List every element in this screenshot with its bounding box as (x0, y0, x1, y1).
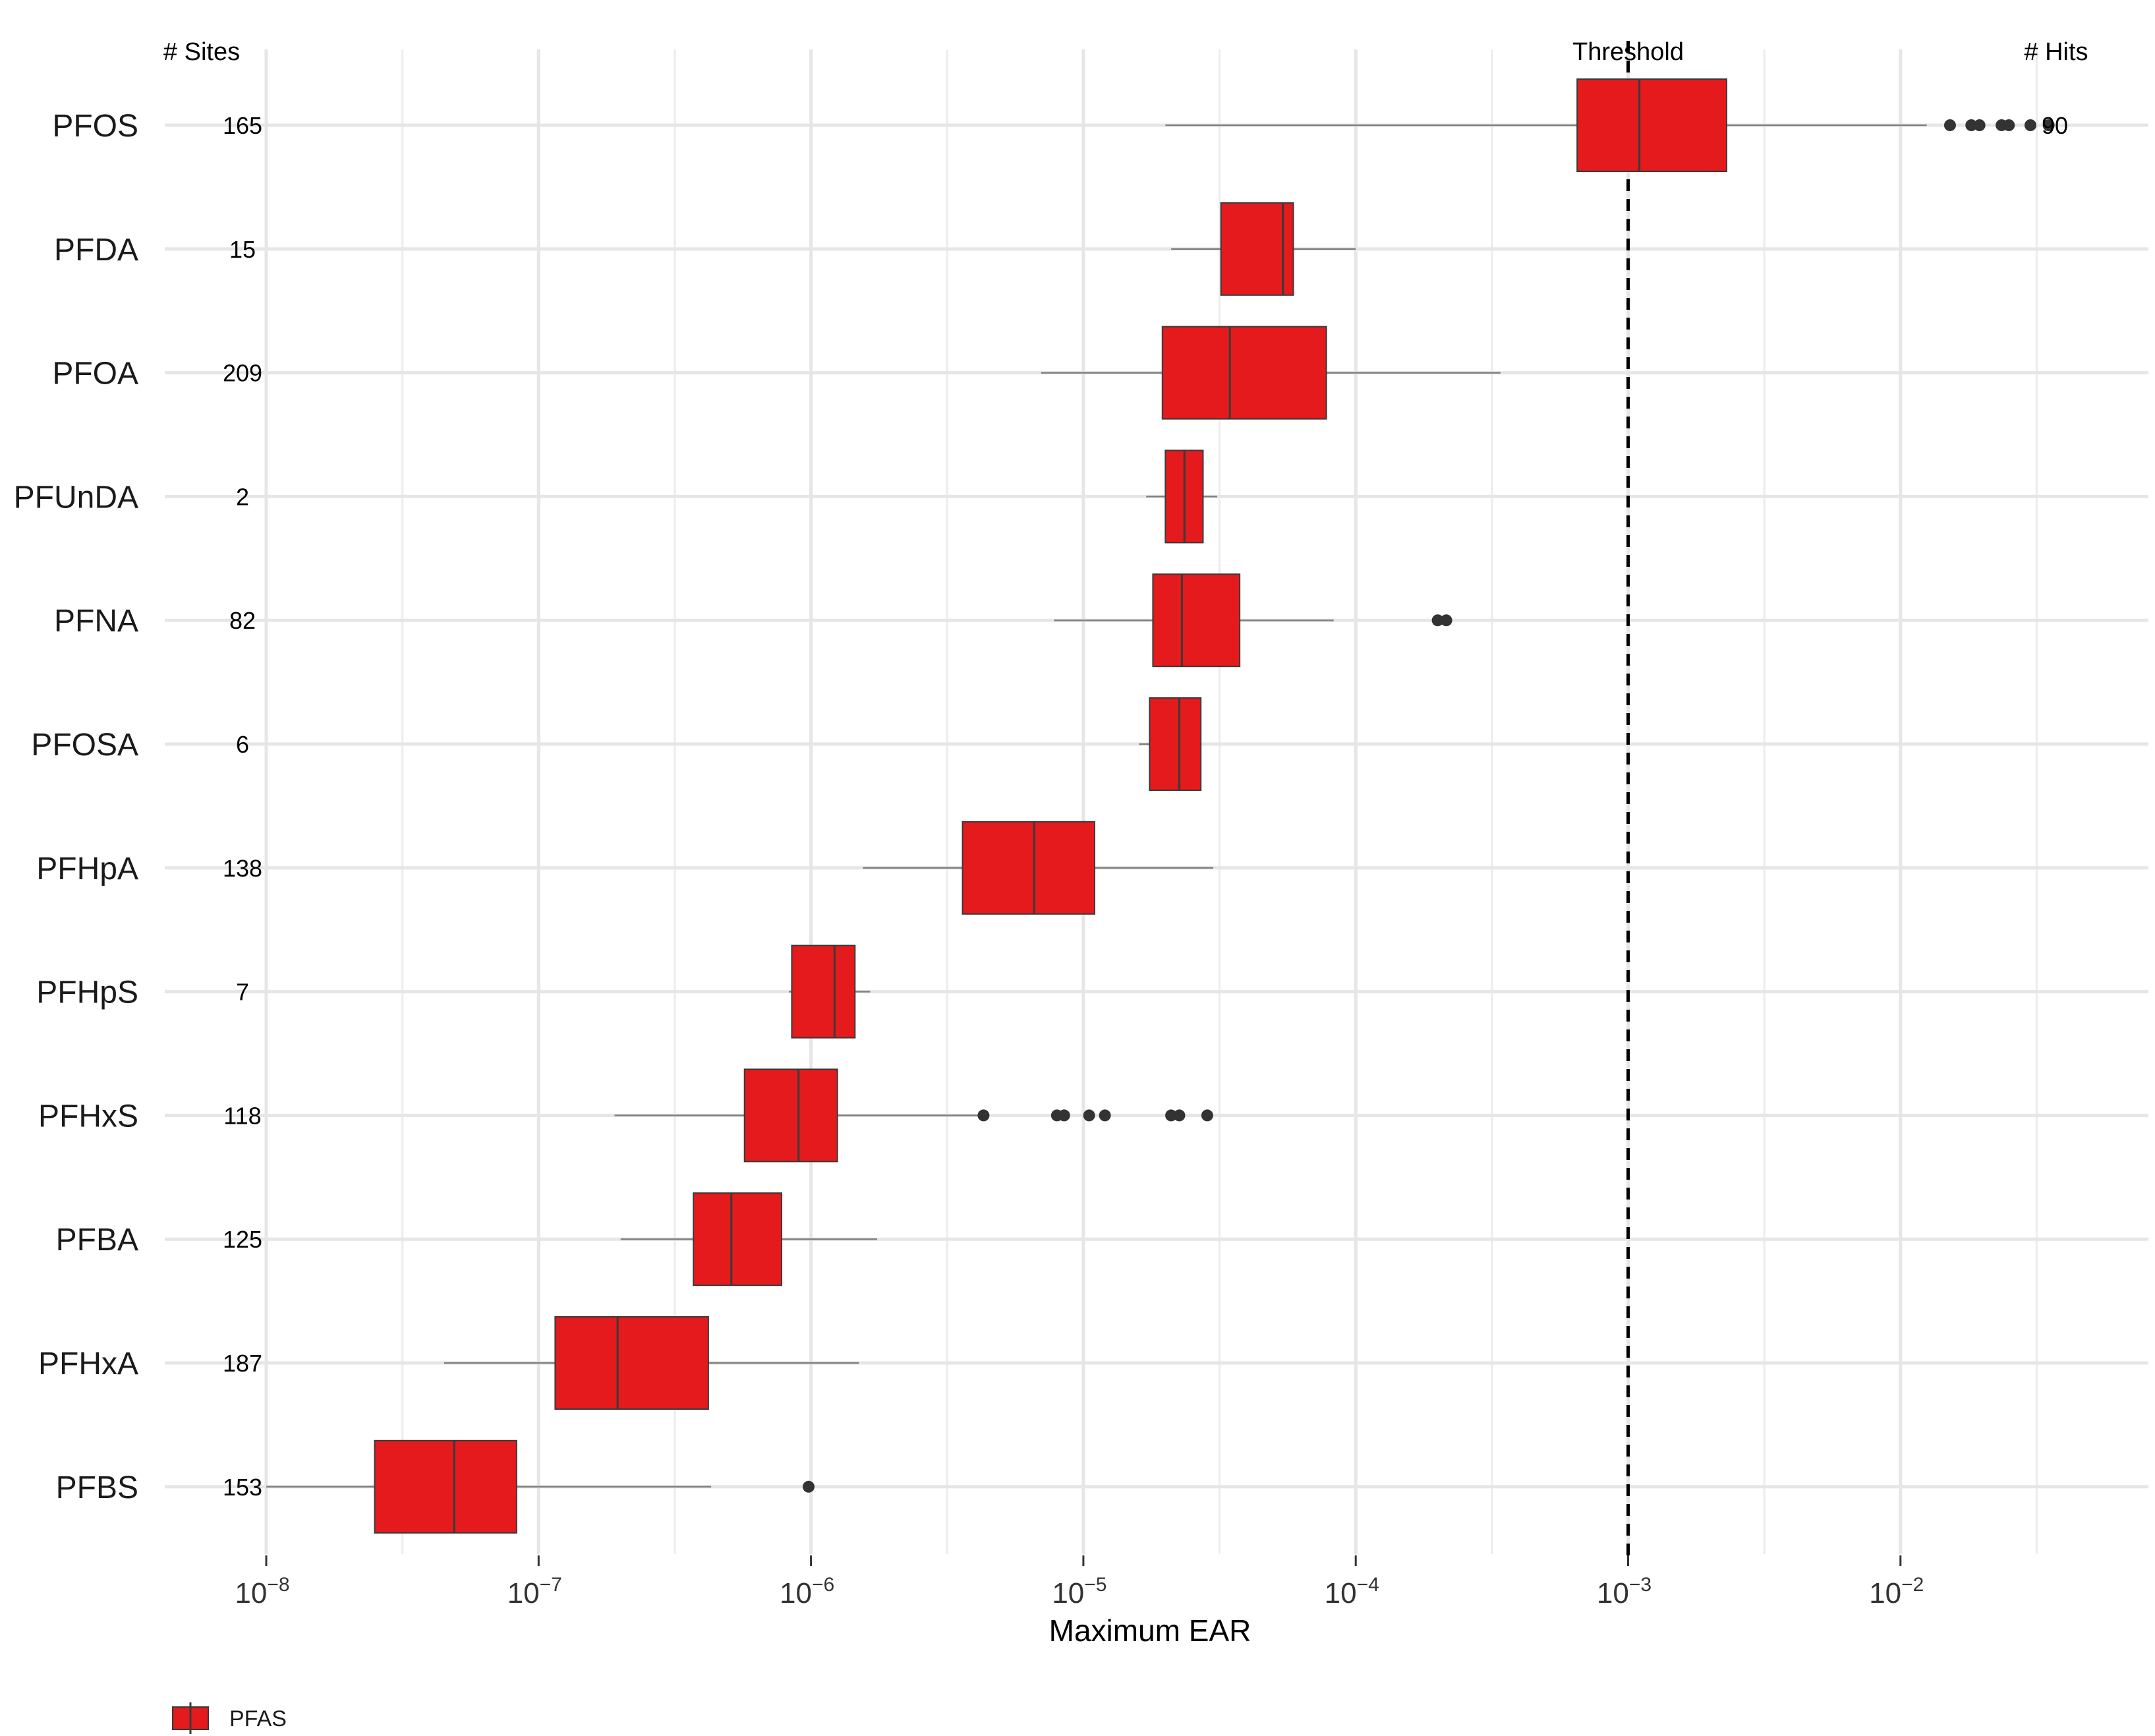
header-hits: # Hits (2024, 38, 2088, 66)
hit-count: 90 (2042, 112, 2068, 139)
outlier-point (802, 1480, 815, 1493)
outlier-point (1173, 1109, 1186, 1122)
x-tick-label: 10−3 (1597, 1574, 1652, 1609)
iqr-box (1161, 326, 1327, 420)
category-label: PFHpA (36, 852, 138, 886)
x-axis: 10−8 10−7 10−6 10−5 10−4 10−3 10−2 (235, 1555, 1924, 1609)
outlier-point (1201, 1109, 1213, 1122)
category-label: PFHxS (38, 1099, 138, 1134)
category-label: PFOA (52, 357, 138, 391)
outlier-point (1943, 119, 1956, 131)
category-label: PFHxA (38, 1346, 138, 1381)
boxplot-pfda (1171, 202, 1356, 296)
category-label: PFHpS (36, 975, 138, 1010)
boxplot-pfunda (1146, 449, 1217, 544)
outlier-point (2024, 119, 2036, 131)
category-labels: PFOS 165 90 PFDA 15 PFOA 209 PFUnDA 2 PFNA 82 PFOSA… (14, 109, 2068, 1505)
site-count: 165 (223, 112, 262, 139)
outlier-point (1965, 119, 1978, 131)
category-label: PFDA (54, 233, 138, 268)
boxplot-pfhxs (614, 1068, 1213, 1163)
iqr-box (1220, 202, 1294, 296)
site-count: 15 (229, 236, 256, 263)
x-axis-title: Maximum EAR (1049, 1613, 1251, 1648)
outlier-point (1083, 1109, 1095, 1122)
site-count: 209 (223, 360, 262, 387)
boxplot-pfos (1165, 78, 2055, 172)
site-count: 6 (236, 731, 249, 758)
outlier-point (977, 1109, 990, 1122)
boxplot-pfhpa (863, 821, 1214, 915)
outlier-point (1099, 1109, 1111, 1122)
category-label: PFOSA (31, 728, 138, 763)
boxplot-pfhxa (444, 1316, 859, 1410)
outlier-point (2042, 119, 2055, 131)
iqr-box (374, 1439, 517, 1534)
outlier-point (1431, 614, 1444, 627)
category-label: PFNA (54, 604, 138, 639)
boxplots (266, 78, 2055, 1534)
x-tick-label: 10−2 (1869, 1574, 1924, 1609)
iqr-box (962, 821, 1096, 915)
outlier-point (1973, 119, 1986, 131)
category-label: PFOS (52, 109, 138, 144)
outlier-point (1058, 1109, 1070, 1122)
iqr-box (1152, 573, 1241, 668)
iqr-box (1149, 697, 1202, 791)
x-tick-label: 10−5 (1052, 1574, 1106, 1609)
outlier-point (2003, 119, 2015, 131)
x-tick-label: 10−7 (507, 1574, 562, 1609)
site-count: 138 (223, 855, 262, 882)
iqr-box (791, 944, 856, 1039)
iqr-box (1576, 78, 1728, 172)
site-count: 118 (223, 1102, 261, 1129)
header-threshold: Threshold (1572, 38, 1684, 66)
boxplot-pfna (1054, 573, 1452, 668)
site-count: 82 (229, 607, 256, 634)
site-count: 187 (223, 1350, 262, 1377)
iqr-box (743, 1068, 838, 1163)
iqr-box (554, 1316, 709, 1410)
category-label: PFBA (56, 1223, 138, 1258)
boxplot-pfhps (789, 944, 871, 1039)
site-count: 7 (236, 979, 249, 1006)
site-count: 125 (223, 1226, 262, 1253)
category-label: PFUnDA (14, 480, 138, 515)
outlier-point (1440, 614, 1452, 627)
category-label: PFBS (56, 1470, 138, 1505)
legend-label: PFAS (229, 1706, 287, 1731)
x-tick-label: 10−8 (235, 1574, 289, 1609)
boxplot-pfba (620, 1192, 878, 1287)
legend: PFAS (172, 1702, 287, 1734)
boxplot-pfbs (266, 1439, 815, 1534)
boxplot-pfoa (1041, 326, 1501, 420)
header-sites: # Sites (163, 38, 240, 66)
iqr-box (693, 1192, 783, 1287)
outlier-point (1165, 1109, 1178, 1122)
x-tick-label: 10−6 (780, 1574, 834, 1609)
site-count: 2 (236, 483, 249, 510)
grid-lines (165, 49, 2148, 1554)
boxplot-pfosa (1139, 697, 1202, 791)
site-count: 153 (223, 1474, 262, 1501)
x-tick-label: 10−4 (1325, 1574, 1379, 1609)
